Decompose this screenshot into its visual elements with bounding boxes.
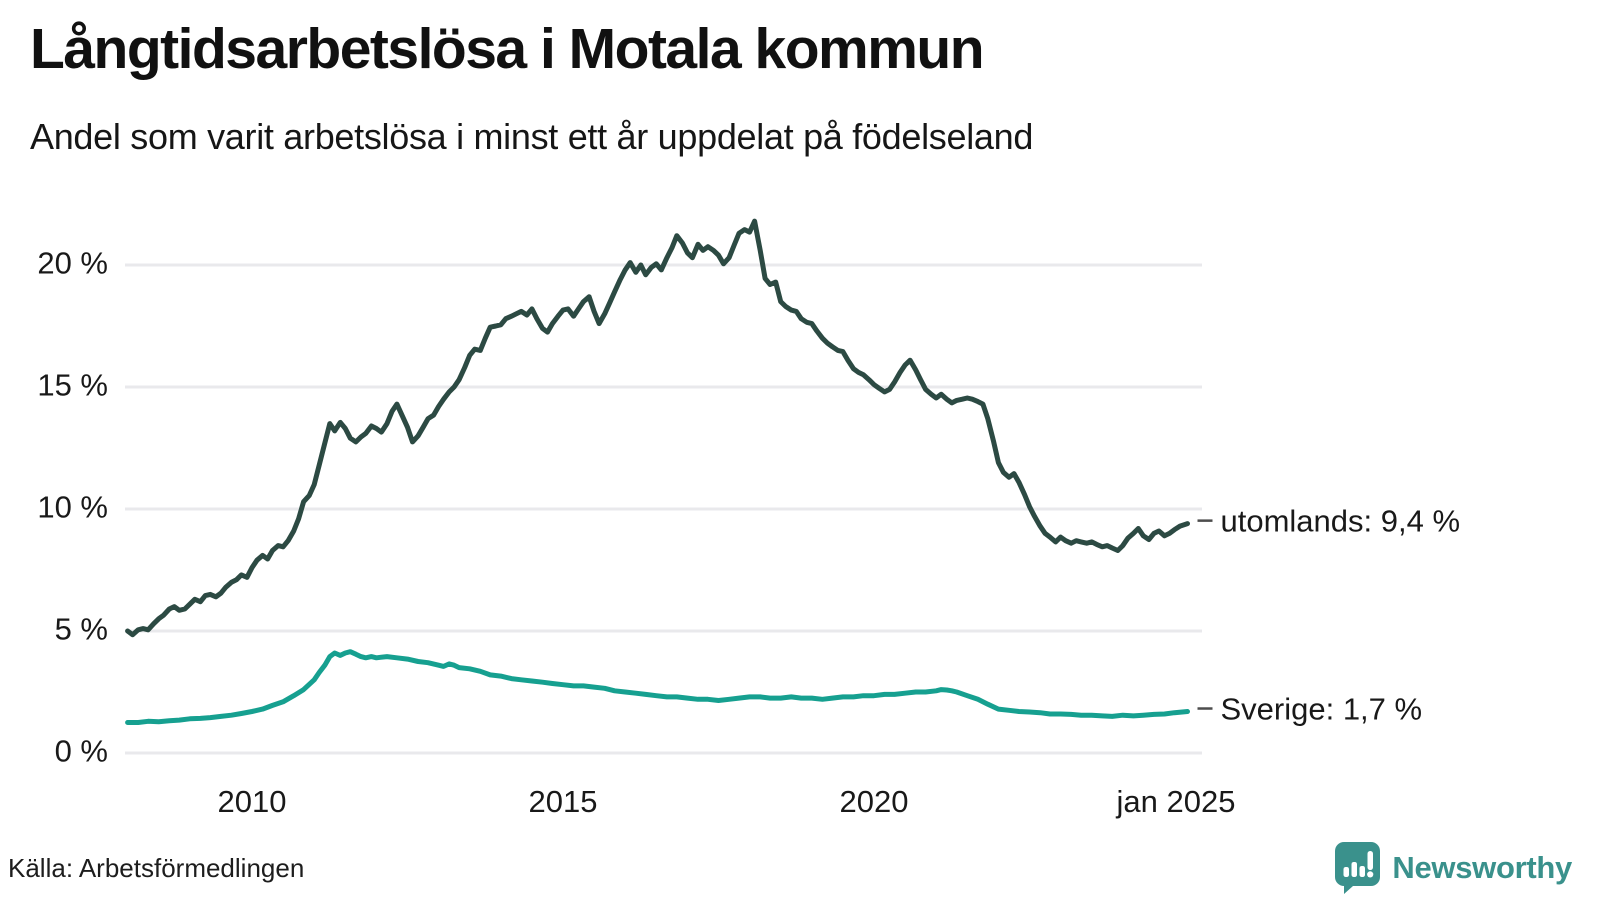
x-axis-tick-label: 2010 <box>217 784 287 819</box>
brand-lockup: Newsworthy <box>1334 842 1572 894</box>
source-note: Källa: Arbetsförmedlingen <box>8 853 305 883</box>
y-axis-tick-label: 5 % <box>54 611 108 647</box>
series-label-Sverige: Sverige: 1,7 % <box>1220 690 1423 726</box>
x-axis-tick-label: 2020 <box>839 784 909 819</box>
newsworthy-logo-text: Newsworthy <box>1392 850 1572 885</box>
page-title: Långtidsarbetslösa i Motala kommun <box>30 17 985 81</box>
series-line-Sverige <box>125 649 1190 725</box>
y-axis-tick-label: 15 % <box>37 367 108 403</box>
y-axis-tick-label: 20 % <box>37 245 108 281</box>
chart-subtitle: Andel som varit arbetslösa i minst ett å… <box>30 116 1034 157</box>
y-axis-tick-label: 0 % <box>54 733 108 769</box>
newsworthy-logo-icon <box>1335 842 1381 894</box>
series-line-utomlands <box>125 218 1190 638</box>
y-axis-tick-label: 10 % <box>37 489 108 525</box>
x-axis-tick-label: jan 2025 <box>1116 784 1236 819</box>
series-label-utomlands: utomlands: 9,4 % <box>1220 502 1461 538</box>
x-axis-tick-label: 2015 <box>528 784 598 819</box>
